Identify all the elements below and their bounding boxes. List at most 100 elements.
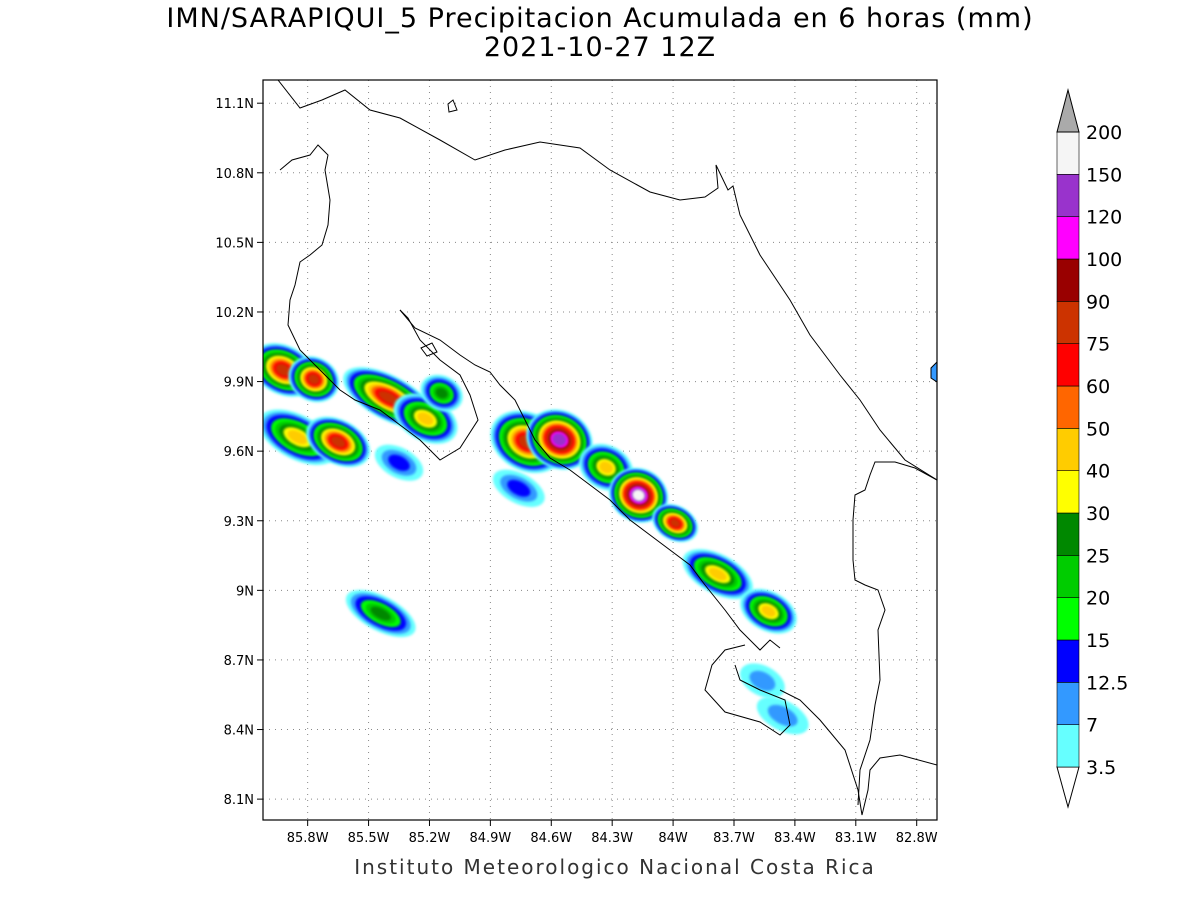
colorbar-swatch	[1056, 216, 1080, 260]
precip-cell	[288, 356, 340, 403]
lat-tick-label: 10.2N	[215, 306, 254, 321]
precip-contour-75	[330, 436, 346, 448]
lat-tick-label: 10.8N	[215, 167, 254, 182]
colorbar-swatch	[1056, 258, 1080, 302]
colorbar-bottom-arrow	[1056, 766, 1080, 809]
precip-contour-12.5	[507, 479, 531, 497]
lake-island	[420, 342, 438, 357]
lon-tick-label: 84.6W	[530, 831, 572, 846]
lat-tick-label: 8.7N	[224, 654, 254, 669]
colorbar-swatch	[1056, 131, 1080, 175]
precip-contour-75	[275, 363, 291, 377]
lat-tick-label: 8.1N	[224, 793, 254, 808]
lon-tick-label: 82.8W	[896, 831, 938, 846]
lat-tick-label: 8.4N	[224, 724, 254, 739]
lon-tick-label: 83.1W	[835, 831, 877, 846]
precip-cell	[740, 588, 797, 634]
coastline-north	[263, 80, 937, 481]
colorbar-label: 90	[1086, 291, 1110, 313]
lat-tick-label: 11.1N	[215, 97, 254, 112]
colorbar-swatch	[1056, 428, 1080, 471]
precip-cell	[652, 504, 698, 543]
colorbar-label: 12.5	[1086, 672, 1128, 694]
colorbar-top-arrow	[1056, 88, 1080, 133]
precip-contour-120	[552, 433, 567, 446]
coastline-south	[779, 689, 937, 816]
colorbar-label: 25	[1086, 545, 1110, 567]
lon-tick-label: 83.7W	[713, 831, 755, 846]
axis-ticks: 11.1N 10.8N 10.5N 10.2N 9.9N 9.6N 9.3N 9N 8.7N 8.…	[215, 97, 937, 846]
colorbar-swatch	[1056, 174, 1080, 217]
lon-tick-label: 85.5W	[348, 831, 390, 846]
precip-cell	[739, 663, 785, 699]
coastline-gulf	[399, 309, 781, 651]
precip-contour-12.5	[388, 454, 410, 471]
precip-cell	[420, 374, 463, 412]
island-east	[930, 361, 937, 383]
precip-cell	[306, 416, 371, 468]
precip-cell	[345, 589, 416, 638]
title-line-2: 2021-10-27 12Z	[483, 32, 717, 63]
colorbar-swatch	[1056, 555, 1080, 598]
colorbar-label: 200	[1086, 122, 1122, 144]
precip-contour-40	[417, 412, 434, 426]
coastline-nicoya	[279, 144, 479, 461]
colorbar-swatch	[1056, 597, 1080, 641]
precip-cell	[492, 469, 545, 507]
lat-tick-label: 9.3N	[224, 515, 254, 530]
precip-contour-150	[632, 489, 645, 501]
colorbar-label: 120	[1086, 207, 1122, 229]
border-panama	[852, 461, 937, 806]
coastline	[263, 80, 937, 816]
title-line-1: IMN/SARAPIQUI_5 Precipitacion Acumulada …	[166, 3, 1034, 34]
lon-tick-label: 84.9W	[469, 831, 511, 846]
precip-cell	[756, 696, 809, 735]
lat-tick-label: 10.5N	[215, 236, 254, 251]
colorbar-swatch	[1056, 682, 1080, 725]
precip-cell	[682, 549, 753, 600]
colorbar-swatch	[1056, 343, 1080, 387]
lon-tick-label: 85.8W	[287, 831, 329, 846]
precip-contour-25	[370, 606, 391, 621]
lat-tick-label: 9N	[236, 584, 254, 599]
precip-cell	[526, 409, 593, 470]
precip-contour-40	[287, 430, 308, 445]
colorbar-label: 75	[1086, 334, 1110, 356]
colorbar-swatch	[1056, 385, 1080, 429]
precip-contour-75	[308, 374, 320, 385]
chart-title: IMN/SARAPIQUI_5 Precipitacion Acumulada …	[0, 4, 1200, 62]
precip-contour-40	[599, 461, 613, 474]
lon-tick-label: 83.4W	[774, 831, 816, 846]
precipitation-field	[263, 343, 809, 735]
colorbar-label: 20	[1086, 588, 1110, 610]
precip-contour-75	[669, 518, 681, 528]
credit-text: Instituto Meteorologico Nacional Costa R…	[354, 855, 876, 879]
colorbar-swatch	[1056, 470, 1080, 514]
precip-contour-7	[749, 670, 776, 691]
precip-contour-7	[767, 704, 798, 727]
precip-contour-75	[378, 390, 400, 405]
colorbar-label: 40	[1086, 461, 1110, 483]
lat-tick-label: 9.9N	[224, 376, 254, 391]
colorbar-swatch	[1056, 301, 1080, 344]
colorbar-label: 150	[1086, 164, 1122, 186]
precip-contour-40	[761, 605, 776, 617]
colorbar-swatch	[1056, 512, 1080, 556]
precip-cell	[374, 444, 424, 481]
colorbar-label: 30	[1086, 503, 1110, 525]
precip-contour-40	[708, 567, 727, 581]
colorbar-label: 50	[1086, 418, 1110, 440]
colorbar-label: 15	[1086, 630, 1110, 652]
colorbar-label: 60	[1086, 376, 1110, 398]
lon-tick-label: 84W	[658, 831, 688, 846]
island-north	[447, 99, 458, 113]
map-frame	[262, 79, 938, 821]
colorbar-label: 7	[1086, 715, 1098, 737]
precip-cell	[609, 467, 669, 523]
lon-tick-label: 84.3W	[591, 831, 633, 846]
colorbar-label: 3.5	[1086, 757, 1116, 779]
colorbar-swatch	[1056, 724, 1080, 768]
colorbar: 3.5 7 12.5 15 20 25 30 40 50 60 75 90 100 120 150 200	[1056, 88, 1128, 809]
lon-tick-label: 85.2W	[409, 831, 451, 846]
